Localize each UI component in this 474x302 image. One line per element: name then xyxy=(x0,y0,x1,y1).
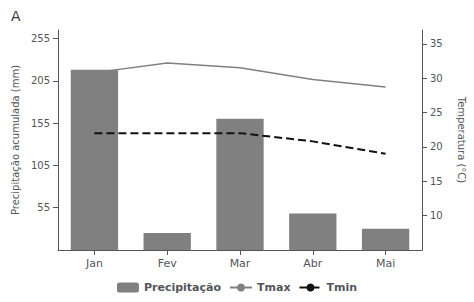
svg-text:Mai: Mai xyxy=(376,257,395,270)
svg-text:55: 55 xyxy=(37,202,50,213)
svg-text:Temperatura (°C): Temperatura (°C) xyxy=(456,96,467,184)
svg-text:25: 25 xyxy=(430,107,443,118)
svg-text:105: 105 xyxy=(31,160,50,171)
svg-text:155: 155 xyxy=(31,118,50,129)
svg-text:Jan: Jan xyxy=(85,257,103,270)
svg-text:A: A xyxy=(11,8,21,24)
svg-text:Tmin: Tmin xyxy=(326,281,357,294)
svg-text:15: 15 xyxy=(430,176,443,187)
svg-text:Tmax: Tmax xyxy=(257,281,290,294)
svg-text:35: 35 xyxy=(430,38,443,49)
svg-text:Mar: Mar xyxy=(230,257,251,270)
svg-text:20: 20 xyxy=(430,141,443,152)
svg-text:Fev: Fev xyxy=(158,257,177,270)
svg-text:205: 205 xyxy=(31,75,50,86)
svg-text:Precipitação: Precipitação xyxy=(144,281,222,294)
svg-text:255: 255 xyxy=(31,33,50,44)
svg-text:10: 10 xyxy=(430,210,443,221)
svg-text:Precipitação acumulada (mm): Precipitação acumulada (mm) xyxy=(10,65,21,215)
svg-text:30: 30 xyxy=(430,73,443,84)
svg-text:Abr: Abr xyxy=(303,257,323,270)
